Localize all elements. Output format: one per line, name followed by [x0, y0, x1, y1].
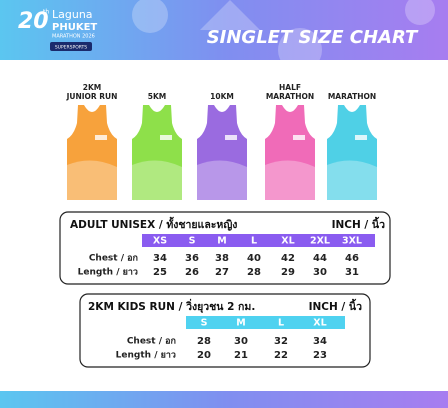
- singlet-logo: [225, 135, 237, 140]
- cell: 29: [281, 267, 295, 278]
- cell: 30: [234, 336, 248, 347]
- singlet-logo: [293, 135, 305, 140]
- singlet: [67, 105, 117, 200]
- cell: 32: [274, 336, 288, 347]
- cell: 44: [313, 253, 327, 264]
- cell: 38: [215, 253, 229, 264]
- footer-band: [0, 391, 448, 408]
- size: S: [201, 318, 208, 329]
- title: SINGLET SIZE CHART: [207, 27, 419, 48]
- table-title: 2KM KIDS RUN / วิ่งยุวชน 2 กม.: [88, 298, 255, 314]
- size: XL: [281, 236, 294, 247]
- logo-event: MARATHON 2026: [52, 34, 95, 40]
- cell: 27: [215, 267, 229, 278]
- singlet-label: 10KM: [210, 92, 234, 101]
- size-header: [142, 234, 375, 247]
- logo-suffix: th: [43, 9, 49, 16]
- logo-place: PHUKET: [52, 22, 97, 33]
- singlet: [327, 105, 377, 200]
- cell: 21: [234, 350, 248, 361]
- size: S: [189, 236, 196, 247]
- cell: 31: [345, 267, 359, 278]
- singlet-label: 2KM JUNIOR RUN: [66, 83, 118, 101]
- size: L: [251, 236, 257, 247]
- size-header: [186, 316, 345, 329]
- cell: 20: [197, 350, 211, 361]
- cell: 40: [247, 253, 261, 264]
- row-label: Chest / อก: [89, 254, 138, 264]
- header-pattern: [132, 0, 435, 72]
- sponsor-badge: [50, 42, 92, 51]
- size: 2XL: [310, 236, 330, 247]
- size: M: [236, 318, 245, 329]
- singlet-pattern: [132, 160, 182, 200]
- singlet-pattern: [327, 160, 377, 200]
- logo-name: Laguna: [52, 8, 93, 21]
- row-label: Length / ยาว: [116, 351, 176, 361]
- singlet: [265, 105, 315, 200]
- cell: 42: [281, 253, 295, 264]
- cell: 34: [313, 336, 327, 347]
- cell: 28: [247, 267, 261, 278]
- singlet: [132, 105, 182, 200]
- singlet-logo: [95, 135, 107, 140]
- sponsor: SUPERSPORTS: [55, 45, 87, 51]
- table-title: ADULT UNISEX / ทั้งชายและหญิง: [70, 216, 237, 231]
- size: M: [217, 236, 226, 247]
- size: 3XL: [342, 236, 362, 247]
- cell: 26: [185, 267, 199, 278]
- cell: 22: [274, 350, 288, 361]
- cell: 25: [153, 267, 167, 278]
- singlet-label: 5KM: [148, 92, 167, 101]
- singlet-pattern: [265, 160, 315, 200]
- row-label: Length / ยาว: [78, 268, 138, 278]
- singlet-pattern: [197, 160, 247, 200]
- cell: 46: [345, 253, 359, 264]
- cell: 34: [153, 253, 167, 264]
- size: XS: [153, 236, 167, 247]
- singlet-logo: [160, 135, 172, 140]
- size: L: [278, 318, 284, 329]
- cell: 28: [197, 336, 211, 347]
- singlet: [197, 105, 247, 200]
- singlet-label: MARATHON: [328, 92, 376, 101]
- singlet-logo: [355, 135, 367, 140]
- cell: 36: [185, 253, 199, 264]
- row-label: Chest / อก: [127, 337, 176, 347]
- kids-box: [79, 293, 371, 368]
- table-unit: INCH / นิ้ว: [332, 216, 386, 231]
- singlet-label: HALF MARATHON: [266, 83, 314, 101]
- table-unit: INCH / นิ้ว: [309, 298, 363, 313]
- singlet-pattern: [67, 160, 117, 200]
- size: XL: [313, 318, 326, 329]
- cell: 23: [313, 350, 327, 361]
- adult-box: [59, 211, 391, 285]
- cell: 30: [313, 267, 327, 278]
- logo-number: 20: [18, 9, 49, 34]
